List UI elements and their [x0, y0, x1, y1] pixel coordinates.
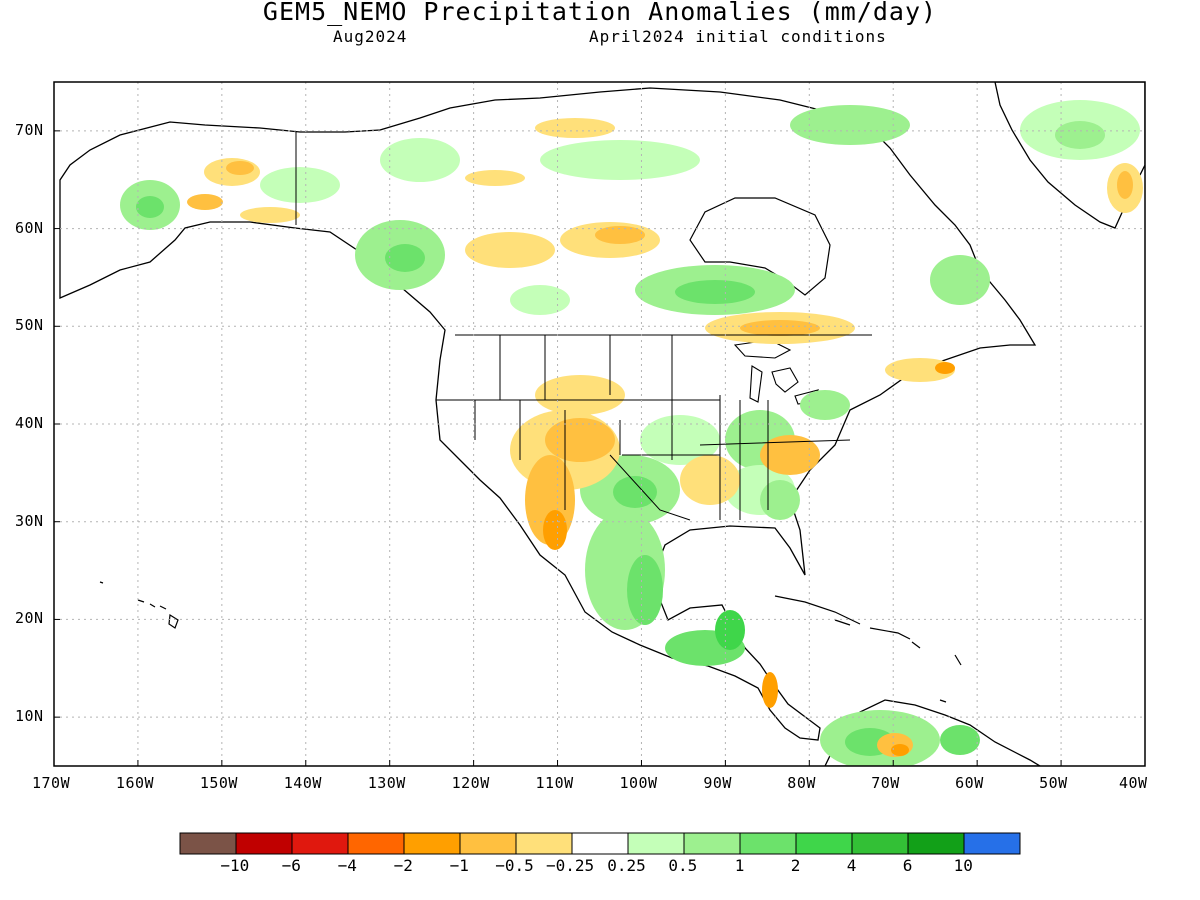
colorbar-swatch: [347, 832, 405, 855]
valid-month-label: Aug2024: [333, 27, 408, 46]
map-content: [54, 82, 1145, 766]
lat-label: 70N: [15, 120, 44, 139]
lon-label: 90W: [703, 774, 732, 792]
colorbar-swatch: [179, 832, 237, 855]
colorbar-label: −0.25: [546, 856, 595, 875]
lon-label: 70W: [871, 774, 900, 792]
colorbar-label: 1: [734, 856, 745, 875]
colorbar-swatch: [963, 832, 1021, 855]
colorbar-label: 0.25: [607, 856, 646, 875]
colorbar-label: −1: [449, 856, 469, 875]
colorbar-label: 6: [902, 856, 913, 875]
colorbar-swatch: [515, 832, 573, 855]
lat-label: 60N: [15, 218, 44, 237]
great-lakes: [733, 339, 820, 405]
colorbar-swatch: [235, 832, 293, 855]
lat-label: 50N: [15, 316, 44, 335]
colorbar-swatch: [739, 832, 797, 855]
colorbar-label: 0.5: [668, 856, 698, 875]
colorbar-label: 10: [953, 856, 973, 875]
lon-label: 130W: [367, 774, 406, 792]
hudson-bay: [689, 197, 831, 296]
colorbar-swatch: [571, 832, 629, 855]
lon-label: 100W: [619, 774, 658, 792]
colorbar-swatch: [851, 832, 909, 855]
colorbar-swatch: [683, 832, 741, 855]
axis-ticks: [53, 130, 1146, 766]
colorbar-label: 2: [790, 856, 801, 875]
lon-label: 170W: [32, 774, 71, 792]
lon-label: 40W: [1119, 774, 1148, 792]
colorbar: [179, 832, 1021, 855]
wet-anomaly-regions: [120, 100, 1140, 766]
colorbar-label: −0.5: [495, 856, 534, 875]
colorbar-swatch: [627, 832, 685, 855]
political-boundaries: [295, 132, 872, 521]
colorbar-label: 4: [846, 856, 857, 875]
lon-label: 140W: [283, 774, 322, 792]
colorbar-swatch: [403, 832, 461, 855]
lon-label: 120W: [451, 774, 490, 792]
colorbar-label: −4: [337, 856, 357, 875]
colorbar-label: −6: [281, 856, 301, 875]
lon-label: 50W: [1039, 774, 1068, 792]
lat-label: 10N: [15, 707, 44, 726]
caribbean-islands: [774, 595, 962, 703]
colorbar-swatch: [795, 832, 853, 855]
colorbar-swatch: [907, 832, 965, 855]
graticule: [54, 82, 1145, 766]
colorbar-swatch: [291, 832, 349, 855]
lat-label: 30N: [15, 511, 44, 530]
lat-label: 20N: [15, 609, 44, 628]
colorbar-label: −2: [393, 856, 413, 875]
lon-label: 60W: [955, 774, 984, 792]
colorbar-label: −10: [220, 856, 250, 875]
lat-label: 40N: [15, 414, 44, 432]
initial-conditions-label: April2024 initial conditions: [589, 27, 887, 46]
chart-title: GEM5_NEMO Precipitation Anomalies (mm/da…: [262, 0, 938, 26]
lon-label: 110W: [535, 774, 574, 792]
lon-label: 160W: [115, 774, 155, 792]
colorbar-swatch: [459, 832, 517, 855]
lon-label: 80W: [787, 774, 816, 792]
lon-label: 150W: [199, 774, 238, 792]
hawaii-islands: [99, 581, 179, 629]
